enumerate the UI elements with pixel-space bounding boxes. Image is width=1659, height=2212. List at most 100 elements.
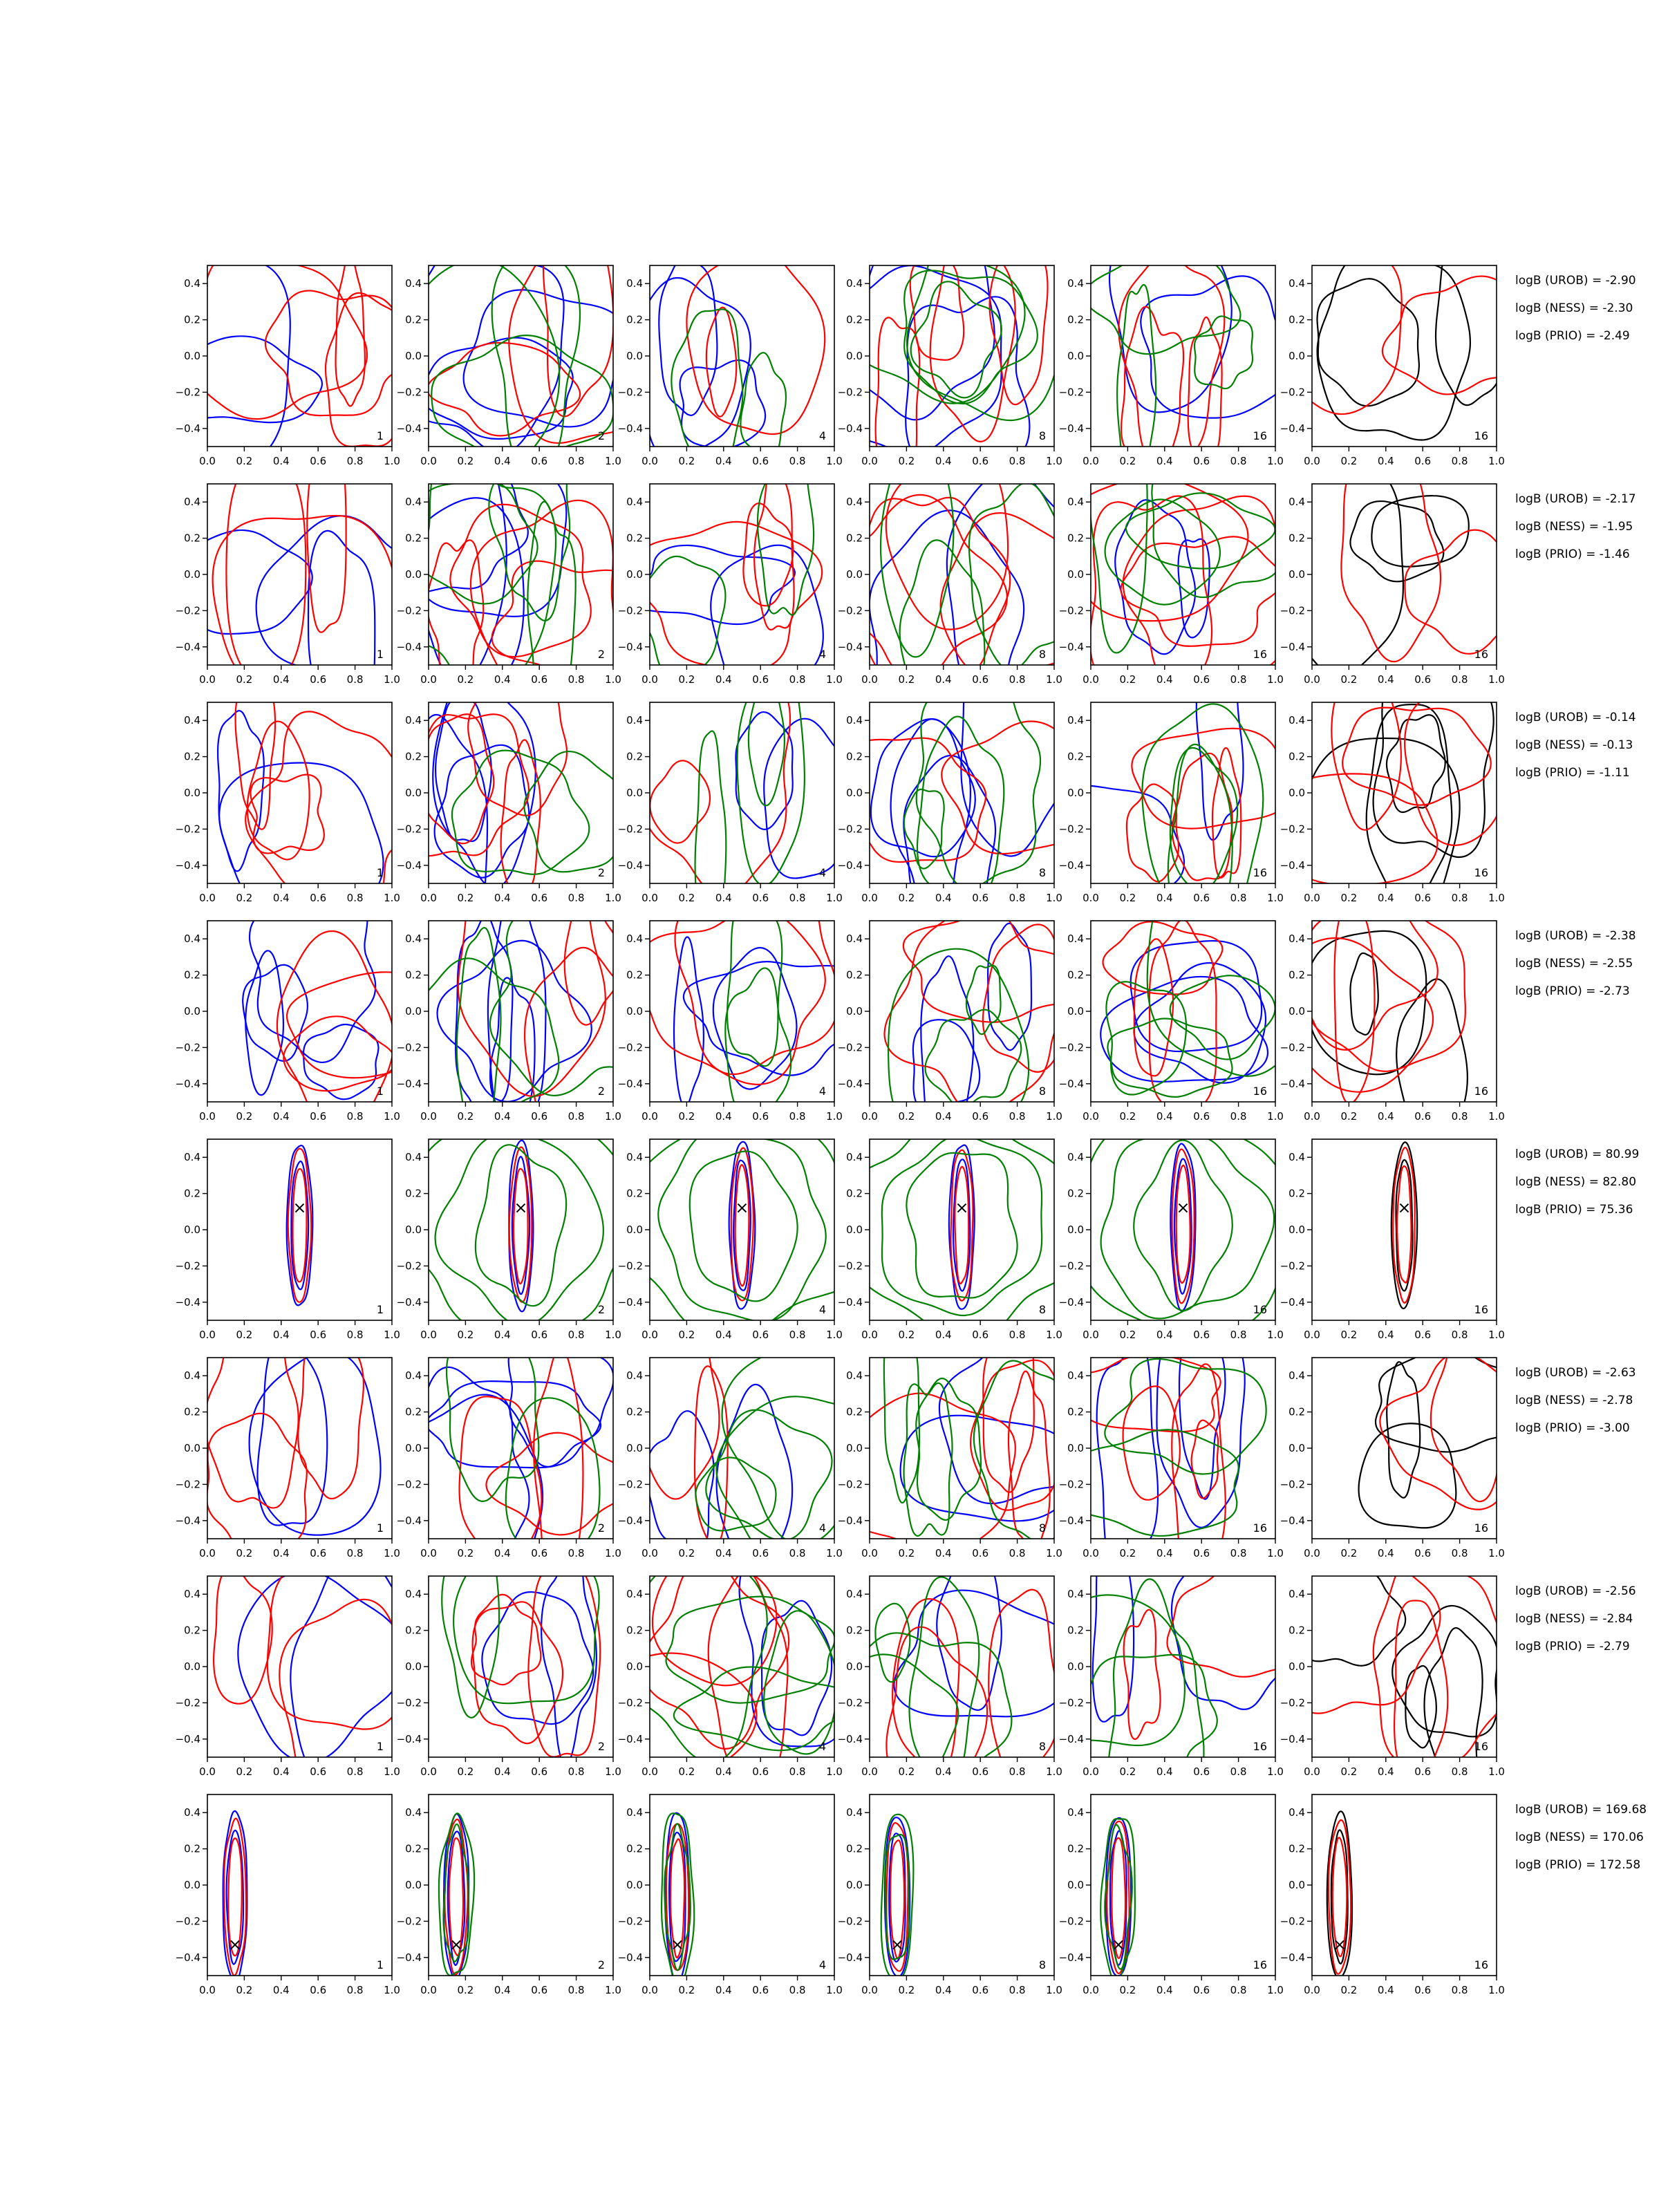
panel-label: 16 [1474,429,1488,442]
y-tick-label: 0.2 [405,1624,422,1637]
x-tick-label: 0.0 [1082,673,1099,686]
blue-contour [905,296,1031,447]
red-contour [306,484,347,633]
y-tick-label: 0.4 [626,496,643,508]
red-contour [870,496,1011,665]
x-tick-label: 0.6 [752,1984,769,1996]
x-tick-label: 0.6 [1414,1110,1431,1123]
panel-label: 16 [1474,1521,1488,1535]
green-contour [1091,265,1241,355]
red-contour [508,1146,533,1303]
x-tick-label: 0.8 [789,892,806,904]
x-tick-label: 0.8 [568,455,585,467]
x-tick-label: 0.4 [1378,1329,1394,1341]
x-tick-label: 0.6 [752,455,769,467]
y-tick-label: −0.2 [397,1696,422,1709]
x-tick-label: 0.4 [1156,1547,1173,1559]
y-tick-label: 0.4 [405,1369,422,1382]
panel-r5-c6: 0.0 0.2 0.4 0.6 0.8 1.0 0.4 0.2 0.0 −0.2 −0.4 16 [1280,1138,1505,1341]
panel-r2-c1: 0.0 0.2 0.4 0.6 0.8 1.0 0.4 0.2 0.0 −0.2 −0.4 1 [176,483,400,686]
y-tick-label: 0.4 [405,714,422,727]
blue-contour [429,484,568,617]
y-tick-label: −0.2 [1280,604,1305,617]
panel-label: 16 [1253,866,1267,879]
y-tick-label: −0.4 [1280,422,1305,435]
blue-contour [245,950,285,1096]
x-tick-label: 1.0 [1488,1110,1505,1123]
y-tick-label: −0.2 [176,604,200,617]
x-tick-label: 0.0 [1082,1329,1099,1341]
x-tick-label: 0.8 [347,1765,364,1778]
x-tick-label: 0.0 [641,1984,658,1996]
x-tick-label: 0.8 [1230,1329,1247,1341]
y-tick-label: 0.4 [405,1588,422,1600]
x-tick-label: 0.6 [310,455,326,467]
contour-lines [1312,265,1497,441]
x-tick-label: 0.0 [199,1765,216,1778]
panel-r8-c5: 0.0 0.2 0.4 0.6 0.8 1.0 0.4 0.2 0.0 −0.2 −0.4 16 [1059,1794,1284,1996]
contour-lines [660,1812,695,1976]
y-tick-label: 0.0 [1067,1879,1084,1891]
red-contour [227,1837,243,1957]
green-contour [429,957,560,1102]
y-tick-label: −0.4 [1059,422,1084,435]
red-contour [264,290,392,417]
x-tick-label: 0.2 [898,1110,915,1123]
y-tick-label: 0.0 [1067,568,1084,581]
green-contour [915,702,1042,883]
green-contour [705,1409,833,1539]
logB-annotation: logB (NESS) = -2.55 [1515,957,1633,971]
red-contour [1187,316,1223,447]
green-contour [1100,1139,1275,1320]
x-tick-label: 0.0 [861,1765,878,1778]
y-tick-label: −0.4 [176,1078,200,1090]
red-contour [1148,921,1217,1102]
green-contour [451,749,590,875]
black-contour [1423,1627,1483,1757]
green-contour [910,281,1002,399]
red-contour [941,720,1054,855]
y-tick-label: 0.2 [184,314,200,326]
y-tick-label: −0.2 [838,1259,863,1272]
panel-r6-c2: 0.0 0.2 0.4 0.6 0.8 1.0 0.4 0.2 0.0 −0.2 −0.4 2 [397,1357,621,1559]
panel-r4-c5: 0.0 0.2 0.4 0.6 0.8 1.0 0.4 0.2 0.0 −0.2 −0.4 16 [1059,920,1284,1123]
axes-frame [428,1357,614,1539]
y-tick-label: 0.0 [1067,1005,1084,1018]
x-tick-label: 0.6 [752,1547,769,1559]
y-tick-label: −0.2 [1059,604,1084,617]
blue-contour [890,718,972,883]
x-tick-label: 0.6 [531,1547,547,1559]
x-tick-label: 0.2 [236,1984,252,1996]
x-tick-label: 0.0 [861,455,878,467]
panel-label: 8 [1039,1958,1046,1971]
x-tick-label: 1.0 [1046,1329,1062,1341]
x-tick-label: 0.8 [789,1765,806,1778]
x-tick-label: 0.8 [568,1110,585,1123]
x-tick-label: 1.0 [1046,1110,1062,1123]
x-tick-label: 1.0 [384,892,400,904]
y-tick-label: 0.4 [846,714,863,727]
red-contour [885,1821,909,1972]
y-tick-label: −0.4 [176,1515,200,1527]
x-tick-label: 1.0 [826,892,843,904]
x-tick-label: 0.2 [898,1329,915,1341]
panel-r4-c1: 0.0 0.2 0.4 0.6 0.8 1.0 0.4 0.2 0.0 −0.2 −0.4 1 [176,920,400,1123]
x-tick-label: 0.4 [1378,1765,1394,1778]
red-contour [1166,1576,1275,1678]
blue-contour [511,1156,531,1295]
y-tick-label: 0.4 [846,1806,863,1819]
red-contour [283,1015,392,1092]
y-tick-label: −0.4 [618,1733,643,1745]
x-tick-label: 0.2 [678,1547,695,1559]
y-tick-label: 0.2 [1288,532,1305,545]
y-tick-label: 0.0 [1288,568,1305,581]
red-contour [651,1576,778,1687]
y-tick-label: 0.4 [1067,496,1084,508]
green-contour [1146,921,1275,1077]
x-tick-label: 0.2 [457,1765,474,1778]
panel-r4-c3: 0.0 0.2 0.4 0.6 0.8 1.0 0.4 0.2 0.0 −0.2 −0.4 4 [618,920,843,1123]
x-tick-label: 0.4 [1378,1984,1394,1996]
y-tick-label: −0.2 [838,1696,863,1709]
y-tick-label: 0.4 [184,496,200,508]
